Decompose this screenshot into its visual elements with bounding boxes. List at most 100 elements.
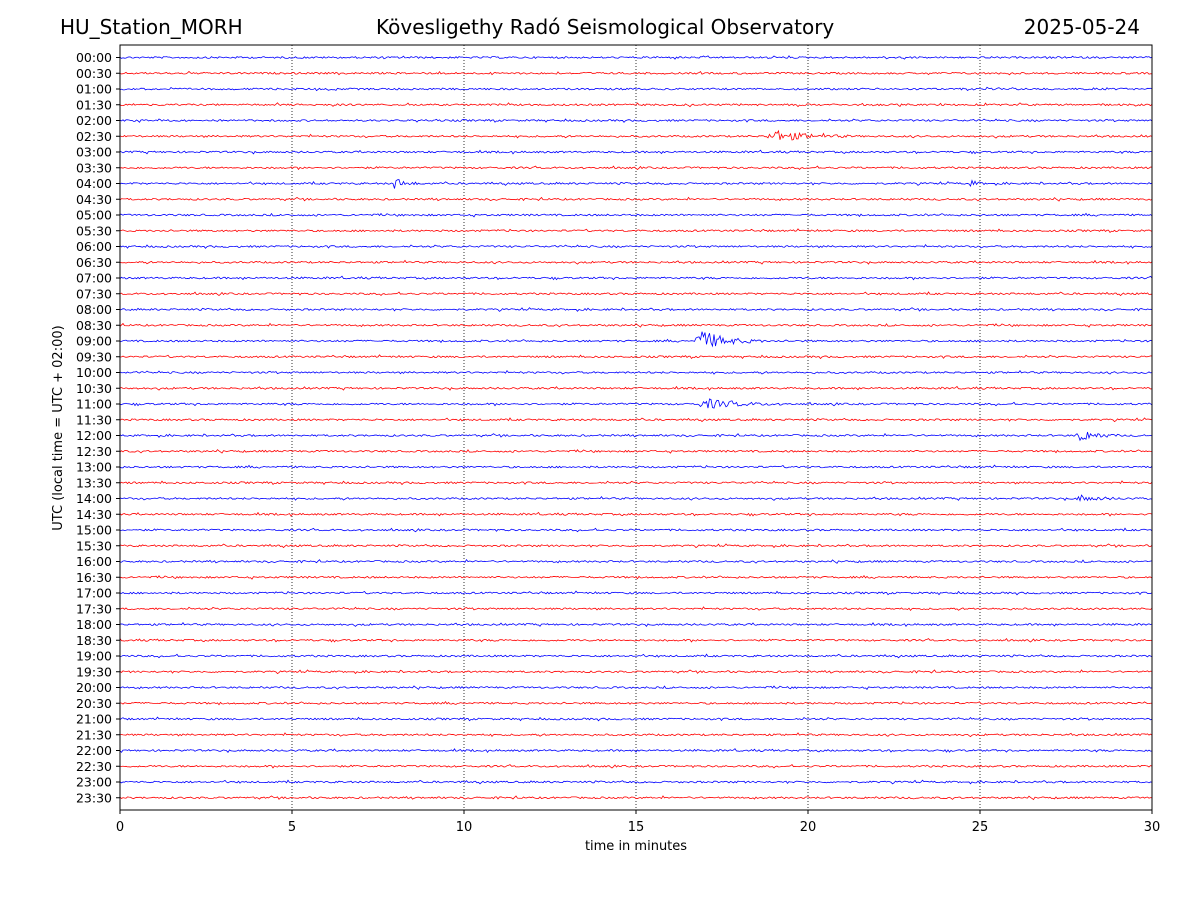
trace-0230 (119, 129, 1153, 141)
x-tick-label: 30 (1144, 820, 1161, 835)
y-tick-label: 18:00 (76, 617, 112, 632)
trace-1900 (119, 653, 1153, 659)
y-tick-label: 00:30 (76, 66, 112, 81)
y-tick-label: 22:30 (76, 759, 112, 774)
y-tick-label: 02:00 (76, 113, 112, 128)
trace-2100 (119, 716, 1153, 722)
y-tick-label: 15:30 (76, 538, 112, 553)
y-tick-label: 10:00 (76, 365, 112, 380)
trace-0900 (119, 331, 1153, 348)
y-tick-label: 21:30 (76, 727, 112, 742)
trace-1700 (119, 590, 1153, 596)
y-tick-label: 10:30 (76, 381, 112, 396)
trace-1530 (119, 543, 1153, 549)
y-tick-label: 05:00 (76, 208, 112, 223)
y-tick-label: 00:00 (76, 50, 112, 65)
y-tick-label: 11:30 (76, 412, 112, 427)
trace-0430 (119, 196, 1153, 202)
y-tick-label: 13:30 (76, 475, 112, 490)
y-tick-label: 20:30 (76, 696, 112, 711)
x-tick-label: 10 (456, 820, 473, 835)
y-tick-label: 03:00 (76, 145, 112, 160)
trace-2030 (119, 700, 1153, 706)
trace-0830 (119, 322, 1153, 328)
y-tick-label: 07:00 (76, 271, 112, 286)
observatory-title: Kövesligethy Radó Seismological Observat… (376, 15, 835, 39)
x-tick-label: 0 (116, 820, 124, 835)
trace-0400 (119, 179, 1153, 189)
trace-0730 (119, 291, 1153, 297)
y-tick-label: 16:30 (76, 570, 112, 585)
trace-1130 (119, 417, 1153, 423)
y-tick-label: 17:30 (76, 601, 112, 616)
y-tick-label: 17:00 (76, 586, 112, 601)
y-tick-label: 21:00 (76, 712, 112, 727)
trace-0000 (119, 55, 1153, 60)
x-tick-label: 20 (800, 820, 817, 835)
plot-date: 2025-05-24 (1023, 15, 1140, 39)
trace-0200 (119, 118, 1153, 123)
y-tick-label: 23:30 (76, 790, 112, 805)
trace-1230 (119, 449, 1153, 454)
trace-0600 (119, 243, 1153, 249)
trace-0300 (119, 149, 1153, 155)
y-tick-label: 14:00 (76, 491, 112, 506)
trace-2330 (119, 795, 1153, 801)
trace-2200 (119, 748, 1153, 754)
trace-0330 (119, 165, 1153, 171)
y-tick-label: 11:00 (76, 397, 112, 412)
trace-2300 (119, 779, 1153, 785)
x-tick-label: 5 (288, 820, 296, 835)
y-tick-label: 09:00 (76, 334, 112, 349)
trace-2000 (119, 685, 1153, 690)
x-axis-label: time in minutes (585, 839, 687, 854)
y-tick-label: 12:30 (76, 444, 112, 459)
trace-0700 (119, 275, 1153, 281)
trace-1600 (119, 558, 1153, 564)
y-tick-label: 20:00 (76, 680, 112, 695)
y-axis: 00:0000:3001:0001:3002:0002:3003:0003:30… (76, 50, 120, 805)
trace-1500 (119, 527, 1153, 533)
y-tick-label: 06:30 (76, 255, 112, 270)
y-tick-label: 14:30 (76, 507, 112, 522)
grid-lines (291, 45, 981, 810)
y-tick-label: 23:00 (76, 775, 112, 790)
trace-2130 (119, 732, 1153, 738)
y-tick-label: 19:30 (76, 664, 112, 679)
station-name: HU_Station_MORH (60, 15, 243, 39)
y-tick-label: 13:00 (76, 460, 112, 475)
trace-1200 (119, 431, 1153, 442)
trace-1300 (119, 464, 1153, 469)
trace-0030 (119, 70, 1153, 76)
y-axis-label: UTC (local time = UTC + 02:00) (51, 325, 66, 530)
trace-0100 (119, 86, 1153, 92)
trace-0530 (119, 228, 1153, 234)
x-axis: 0 5 10 15 20 25 30 (116, 810, 1160, 835)
y-tick-label: 22:00 (76, 743, 112, 758)
x-tick-label: 25 (972, 820, 989, 835)
y-tick-label: 05:30 (76, 223, 112, 238)
trace-2230 (119, 763, 1153, 769)
y-tick-label: 08:00 (76, 302, 112, 317)
y-tick-label: 03:30 (76, 160, 112, 175)
y-tick-label: 04:00 (76, 176, 112, 191)
seismic-traces (119, 55, 1153, 801)
trace-1430 (119, 511, 1153, 517)
y-tick-label: 19:00 (76, 649, 112, 664)
trace-1800 (119, 621, 1153, 628)
trace-0930 (119, 354, 1153, 360)
y-tick-label: 06:00 (76, 239, 112, 254)
y-tick-label: 09:30 (76, 349, 112, 364)
y-tick-label: 08:30 (76, 318, 112, 333)
y-tick-label: 18:30 (76, 633, 112, 648)
trace-1100 (119, 398, 1153, 409)
y-tick-label: 01:30 (76, 97, 112, 112)
trace-0500 (119, 212, 1153, 218)
y-tick-label: 02:30 (76, 129, 112, 144)
y-tick-label: 01:00 (76, 82, 112, 97)
trace-1930 (119, 669, 1153, 675)
trace-1330 (119, 480, 1153, 486)
y-tick-label: 15:00 (76, 523, 112, 538)
y-tick-label: 16:00 (76, 554, 112, 569)
